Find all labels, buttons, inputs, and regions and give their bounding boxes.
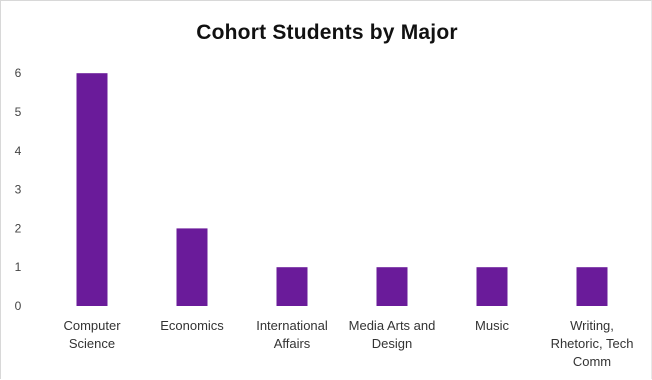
x-tick-label: International Affairs	[256, 318, 328, 351]
bar	[176, 228, 208, 306]
x-tick-label-line: Comm	[573, 354, 611, 369]
x-axis-labels: Computer Science Economics International Aff…	[63, 318, 633, 369]
x-tick-label-line: Music	[475, 318, 509, 333]
bar	[376, 267, 408, 306]
x-tick-label: Media Arts and Design	[349, 318, 436, 351]
x-tick-label-line: International	[256, 318, 328, 333]
x-tick-label-line: Design	[372, 336, 412, 351]
x-tick-label: Computer Science	[63, 318, 121, 351]
y-tick-label: 2	[15, 221, 22, 235]
bar	[476, 267, 508, 306]
bar	[576, 267, 608, 306]
y-axis-ticks: 0 1 2 3 4 5 6	[15, 66, 22, 313]
x-tick-label-line: Affairs	[274, 336, 311, 351]
y-tick-label: 5	[15, 105, 22, 119]
x-tick-label-line: Media Arts and	[349, 318, 436, 333]
x-tick-label: Economics	[160, 318, 224, 333]
x-tick-label-line: Writing,	[570, 318, 614, 333]
y-tick-label: 1	[15, 260, 22, 274]
chart-title: Cohort Students by Major	[196, 21, 458, 44]
y-tick-label: 3	[15, 183, 22, 197]
x-tick-label: Writing, Rhetoric, Tech Comm	[551, 318, 634, 369]
x-tick-label-line: Economics	[160, 318, 224, 333]
y-tick-label: 4	[15, 144, 22, 158]
bar	[276, 267, 308, 306]
bar	[76, 73, 108, 306]
x-tick-label: Music	[475, 318, 509, 333]
x-tick-label-line: Rhetoric, Tech	[551, 336, 634, 351]
y-tick-label: 6	[15, 66, 22, 80]
x-tick-label-line: Computer	[63, 318, 121, 333]
bars	[76, 73, 608, 306]
x-tick-label-line: Science	[69, 336, 115, 351]
y-tick-label: 0	[15, 299, 22, 313]
